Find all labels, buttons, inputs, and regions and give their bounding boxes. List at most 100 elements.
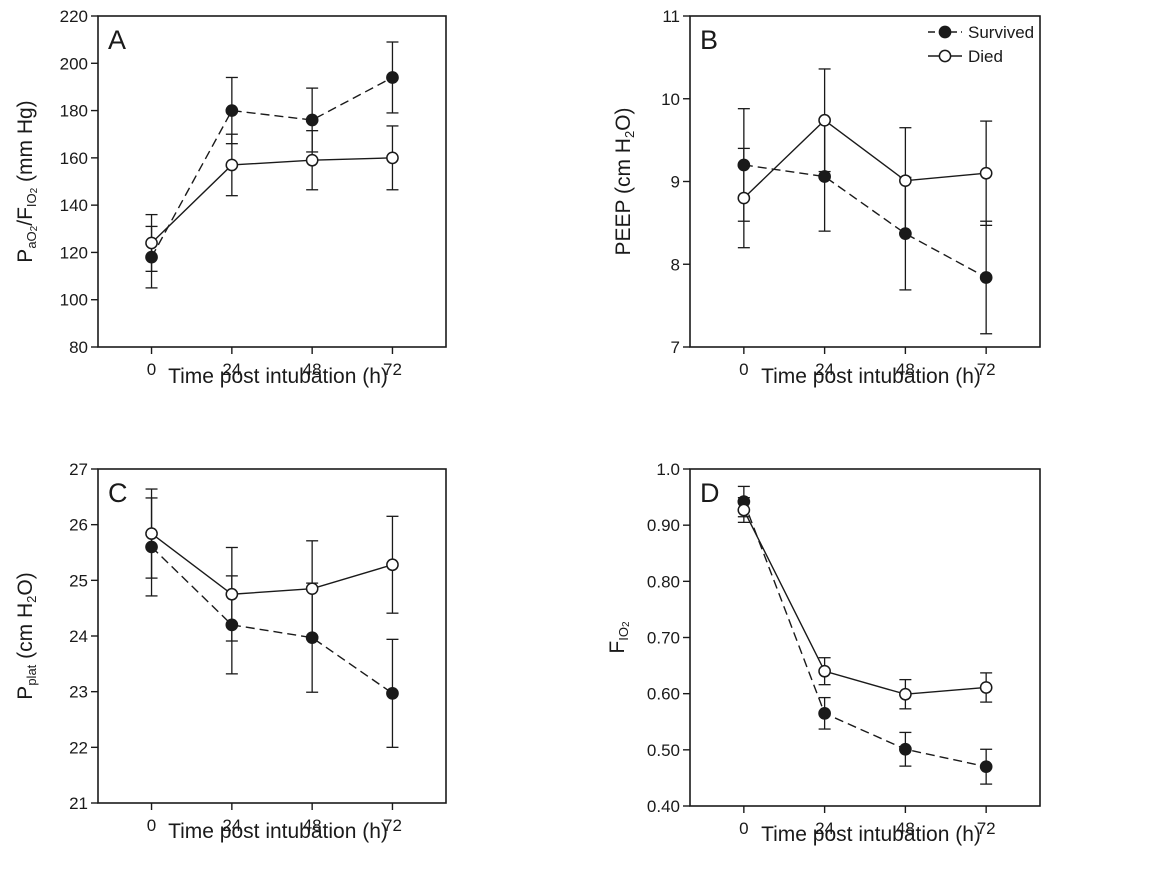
y-tick-label: 21 — [69, 794, 88, 813]
y-tick-label: 26 — [69, 516, 88, 535]
y-axis-label: FIO2 — [606, 621, 632, 654]
data-point — [386, 71, 399, 84]
y-tick-label: 22 — [69, 738, 88, 757]
data-point — [305, 113, 319, 127]
x-axis-label: Time post intubation (h) — [761, 365, 981, 388]
data-point — [225, 104, 239, 117]
y-tick-label: 27 — [69, 460, 88, 479]
x-tick-label: 72 — [977, 819, 996, 838]
data-point — [305, 582, 319, 596]
y-tick-label: 10 — [661, 90, 680, 109]
legend-label: Died — [968, 47, 1003, 66]
x-tick-label: 24 — [222, 360, 241, 379]
legend-marker — [938, 25, 952, 39]
data-point — [899, 742, 912, 756]
x-tick-label: 72 — [383, 360, 402, 379]
y-tick-label: 0.50 — [647, 741, 680, 760]
y-tick-label: 180 — [60, 102, 88, 121]
y-tick-label: 200 — [60, 54, 88, 73]
x-tick-label: 48 — [896, 819, 915, 838]
y-tick-label: 0.40 — [647, 797, 680, 816]
data-point — [818, 706, 831, 720]
y-tick-label: 11 — [662, 7, 680, 26]
series-line — [150, 76, 393, 258]
y-tick-label: 7 — [671, 338, 680, 357]
panel-label: B — [700, 25, 718, 55]
series-line — [743, 164, 987, 279]
panel-label: A — [108, 25, 126, 55]
series-survived — [145, 497, 399, 748]
series-survived — [145, 41, 399, 289]
y-tick-label: 0.90 — [647, 516, 680, 535]
y-tick-label: 120 — [60, 243, 88, 262]
x-tick-label: 24 — [815, 360, 834, 379]
data-point — [818, 170, 831, 183]
series-line — [151, 533, 393, 595]
legend: Survived Died — [928, 23, 1034, 66]
x-axis-label: Time post intubation (h) — [168, 365, 388, 388]
x-tick-label: 24 — [222, 816, 241, 835]
y-tick-label: 8 — [671, 255, 680, 274]
panel-d: D 0.40 0.50 0.60 0.70 0.80 0.90 1.0 0 24 48 72Time … — [606, 460, 1041, 846]
plot-frame — [97, 468, 447, 804]
y-tick-label: 220 — [60, 7, 88, 26]
y-tick-label: 140 — [60, 196, 88, 215]
y-tick-label: 25 — [69, 571, 88, 590]
legend-label: Survived — [968, 23, 1034, 42]
series-survived — [737, 485, 993, 785]
y-axis-label: PaO2/FIO2 (mm Hg) — [14, 100, 40, 262]
x-tick-label: 0 — [147, 360, 156, 379]
y-tick-label: 0.60 — [647, 685, 680, 704]
data-point — [145, 236, 158, 250]
y-axis-label: PEEP (cm H2O) — [612, 107, 637, 255]
series-line — [743, 501, 987, 768]
plot-frame — [689, 468, 1041, 807]
panel-label: D — [700, 478, 720, 508]
data-point — [818, 664, 831, 678]
x-tick-label: 0 — [739, 819, 748, 838]
data-point — [818, 113, 831, 127]
data-point — [899, 174, 912, 188]
y-tick-label: 80 — [69, 338, 88, 357]
x-axis-label: Time post intubation (h) — [761, 823, 981, 846]
y-tick-label: 160 — [60, 149, 88, 168]
series-line — [743, 119, 987, 199]
y-tick-label: 1.0 — [656, 460, 680, 479]
data-point — [979, 760, 993, 774]
data-point — [899, 687, 912, 701]
series-died — [145, 488, 399, 642]
x-tick-label: 24 — [815, 819, 834, 838]
plot-frame — [97, 15, 447, 348]
series-line — [743, 509, 987, 695]
y-tick-label: 24 — [69, 627, 88, 646]
x-tick-label: 0 — [739, 360, 748, 379]
data-point — [225, 587, 239, 601]
x-tick-label: 48 — [896, 360, 915, 379]
x-tick-label: 48 — [303, 360, 322, 379]
y-tick-label: 100 — [60, 291, 88, 310]
y-axis-label: Pplat (cm H2O) — [14, 572, 39, 699]
legend-marker — [938, 49, 952, 63]
data-point — [386, 558, 399, 572]
y-tick-label: 0.70 — [647, 629, 680, 648]
data-point — [979, 166, 993, 180]
y-tick-label: 9 — [671, 173, 680, 192]
data-point — [737, 503, 751, 517]
data-point — [386, 686, 399, 700]
y-tick-label: 23 — [69, 683, 88, 702]
x-tick-label: 0 — [147, 816, 156, 835]
data-point — [386, 151, 399, 165]
x-tick-label: 48 — [303, 816, 322, 835]
data-point — [979, 681, 993, 694]
series-died — [737, 68, 993, 249]
y-tick-label: 0.80 — [647, 572, 680, 591]
data-point — [305, 153, 319, 167]
x-tick-label: 72 — [383, 816, 402, 835]
data-point — [979, 271, 993, 284]
data-point — [737, 191, 751, 205]
data-point — [225, 158, 239, 172]
